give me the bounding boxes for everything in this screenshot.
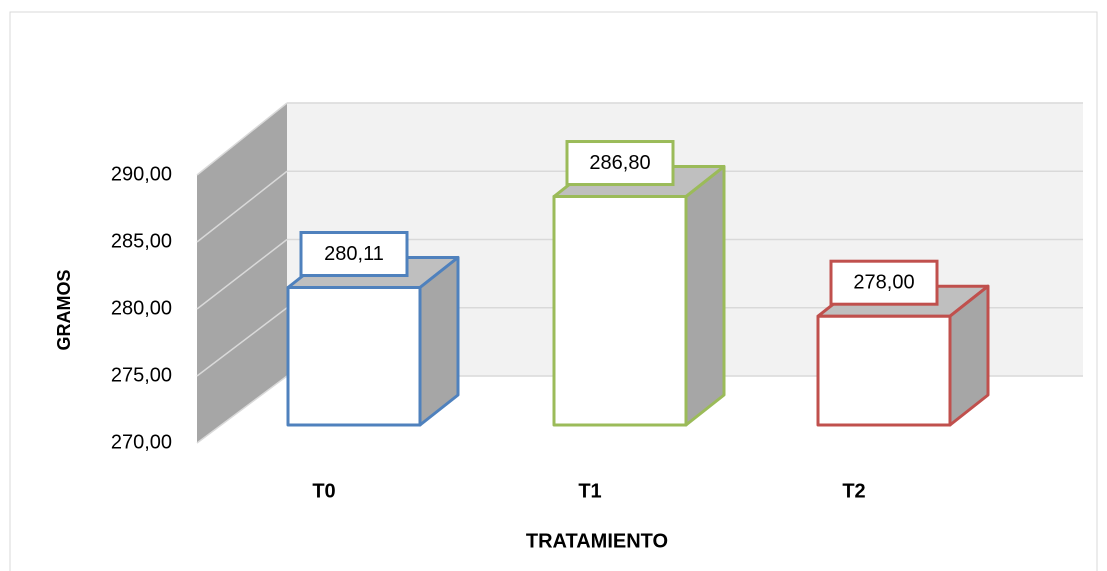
x-axis-title: TRATAMIENTO <box>526 530 668 552</box>
bar <box>552 195 688 427</box>
x-tick-label: T1 <box>578 480 601 502</box>
y-tick-label: 275,00 <box>111 364 172 386</box>
bar-side <box>684 165 726 427</box>
x-tick-label: T2 <box>842 480 865 502</box>
side-grid-line <box>196 238 288 310</box>
value-label-box <box>565 140 675 187</box>
x-tick-label: T0 <box>312 480 335 502</box>
y-axis-title: GRAMOS <box>54 270 74 351</box>
y-tick-label: 285,00 <box>111 230 172 252</box>
side-grid-line <box>196 170 288 243</box>
value-label: 286,80 <box>589 152 650 174</box>
bar-side <box>418 256 460 427</box>
side-grid-line <box>196 307 288 377</box>
side-grid-line <box>196 102 288 176</box>
side-grid-line <box>196 375 288 444</box>
value-label-box <box>299 231 409 278</box>
bar <box>286 286 422 427</box>
value-label-box <box>829 259 939 306</box>
bar <box>816 314 952 427</box>
y-tick-label: 290,00 <box>111 163 172 185</box>
value-label: 280,11 <box>324 243 384 265</box>
y-tick-label: 280,00 <box>111 297 172 319</box>
value-label: 278,00 <box>853 271 914 293</box>
y-tick-label: 270,00 <box>111 431 172 453</box>
